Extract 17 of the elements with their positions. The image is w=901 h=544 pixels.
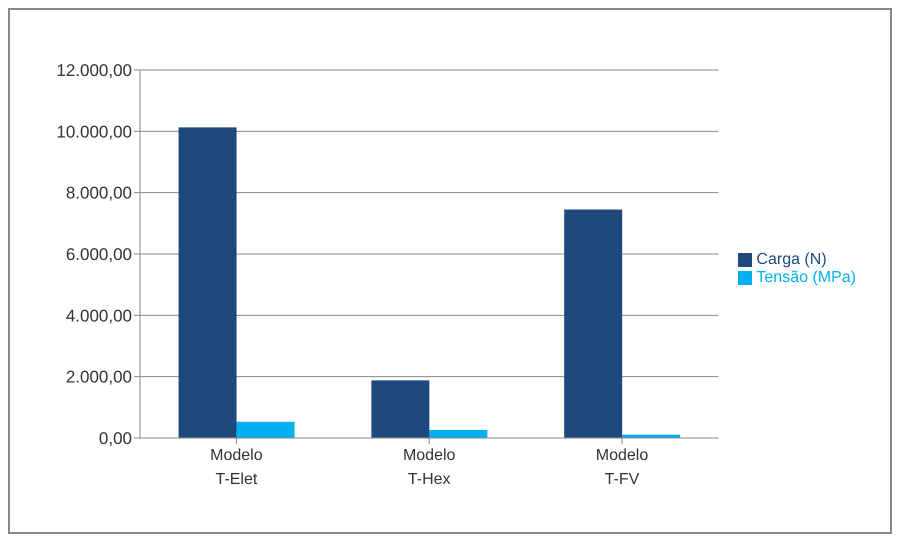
x-tick-label: Modelo T-Hex xyxy=(402,447,456,488)
bar xyxy=(178,127,237,438)
bar xyxy=(429,430,488,438)
legend-label: Carga (N) xyxy=(756,251,827,268)
bar xyxy=(371,380,430,438)
y-tick-label: 0,00 xyxy=(98,429,132,448)
y-tick-label: 6.000,00 xyxy=(66,245,132,264)
y-tick-label: 4.000,00 xyxy=(66,306,132,326)
x-tick-label: Modelo T-FV xyxy=(596,447,648,488)
y-tick-label: 12.000,00 xyxy=(56,61,132,80)
y-tick-label: 8.000,00 xyxy=(66,184,132,203)
bar xyxy=(236,422,295,438)
y-tick-label: 2.000,00 xyxy=(66,368,132,387)
y-tick-label: 10.000,00 xyxy=(56,122,132,142)
legend-label: Tensão (MPa) xyxy=(756,269,856,286)
x-tick-label: Modelo T-Elet xyxy=(210,447,263,488)
bar xyxy=(564,210,622,438)
